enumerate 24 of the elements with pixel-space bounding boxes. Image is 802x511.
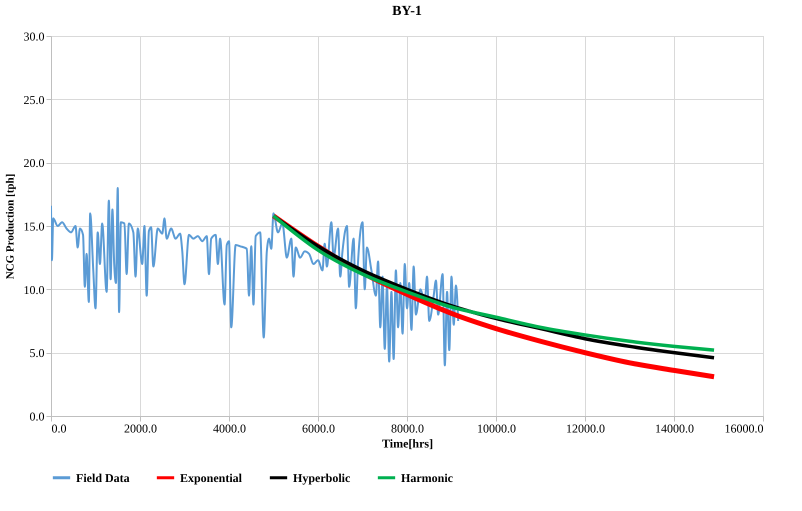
y-axis-title: NCG Production [tph] — [4, 174, 16, 280]
x-tick-label: 8000.0 — [391, 422, 424, 436]
chart-title: BY-1 — [392, 4, 422, 19]
y-tick-label: 20.0 — [24, 156, 44, 170]
y-tick-label: 15.0 — [24, 220, 44, 234]
y-tick-label: 30.0 — [24, 30, 44, 44]
x-tick-label: 14000.0 — [655, 422, 694, 436]
y-tick-label: 5.0 — [30, 346, 44, 360]
y-tick-label: 10.0 — [24, 282, 44, 297]
y-tick-label: 25.0 — [24, 92, 44, 107]
line-series — [51, 187, 460, 366]
legend-label: Hyperbolic — [293, 470, 351, 485]
legend-label: Exponential — [180, 470, 243, 485]
x-tick-label: 12000.0 — [566, 422, 605, 436]
y-tick-label: 0.0 — [30, 410, 44, 424]
x-tick-label: 10000.0 — [477, 422, 516, 436]
legend-label: Field Data — [76, 470, 130, 485]
x-tick-label: 4000.0 — [213, 422, 246, 436]
legend-label: Harmonic — [401, 470, 454, 485]
x-axis-title: Time[hrs] — [382, 436, 434, 450]
x-tick-label: 0.0 — [52, 422, 66, 436]
x-tick-label: 2000.0 — [124, 422, 157, 436]
x-tick-label: 6000.0 — [302, 422, 335, 436]
x-tick-label: 16000.0 — [724, 422, 764, 436]
